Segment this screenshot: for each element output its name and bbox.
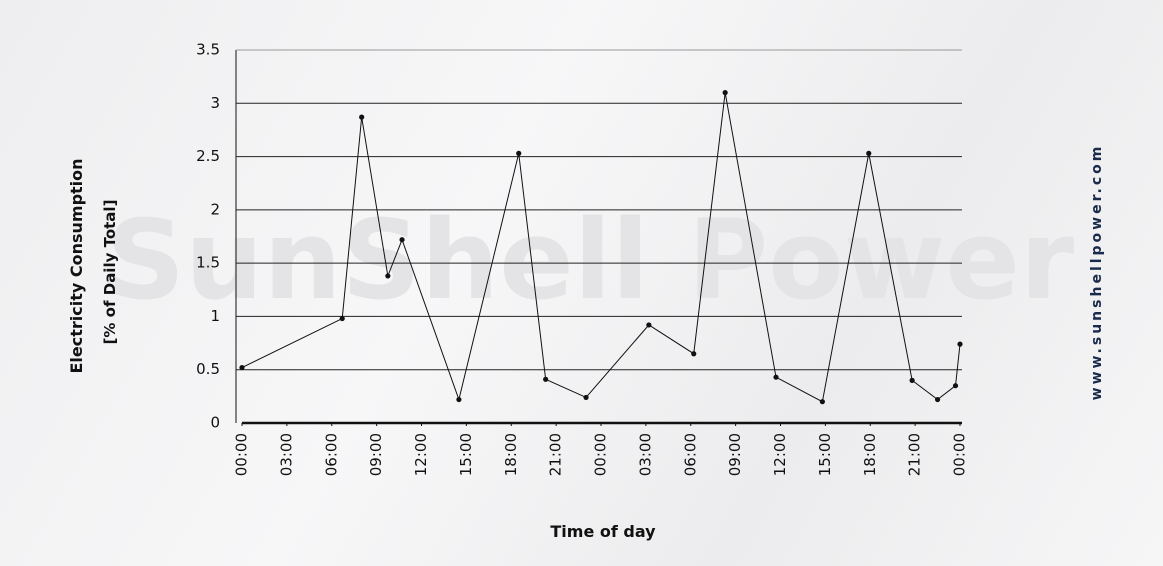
- x-tick-label: 12:00: [771, 433, 789, 476]
- point: [239, 364, 245, 371]
- y-tick-label: 1.5: [196, 254, 220, 272]
- x-tick-label: 21:00: [547, 433, 565, 476]
- point: [646, 322, 652, 328]
- point: [385, 273, 391, 279]
- y-tick-label: 3.5: [196, 41, 220, 59]
- point: [722, 90, 728, 96]
- x-tick-label: 12:00: [412, 433, 430, 476]
- x-tick-label: 09:00: [367, 433, 385, 476]
- x-tick-label: 00:00: [233, 433, 251, 476]
- point: [399, 237, 405, 243]
- point: [819, 399, 825, 405]
- point: [934, 396, 941, 403]
- x-tick-label: 06:00: [681, 433, 699, 476]
- x-tick-label: 03:00: [277, 433, 295, 476]
- watermark: SunShell Power: [106, 196, 1074, 324]
- point: [456, 396, 462, 403]
- y-tick-label: 0: [210, 414, 220, 432]
- point: [359, 114, 365, 120]
- y-axis-label: Electricity Consumption: [67, 158, 86, 373]
- point: [339, 315, 345, 322]
- point: [866, 150, 872, 156]
- x-tick-label: 15:00: [816, 433, 834, 476]
- x-tick-label: 00:00: [592, 433, 610, 476]
- x-tick-label: 03:00: [636, 433, 654, 476]
- y-tick-label: 2: [210, 200, 220, 218]
- point: [957, 341, 963, 347]
- x-axis-label: Time of day: [550, 522, 656, 541]
- point: [516, 150, 522, 156]
- y-tick-label: 1: [210, 307, 220, 325]
- y-axis-label: [% of Daily Total]: [101, 200, 119, 345]
- point: [773, 374, 779, 380]
- side-text: www.sunshellpower.com: [1089, 144, 1105, 401]
- y-tick-label: 3: [210, 94, 220, 112]
- point: [543, 376, 549, 382]
- x-tick-label: 18:00: [502, 433, 520, 476]
- x-tick-label: 09:00: [726, 433, 744, 476]
- point: [583, 394, 589, 401]
- point: [952, 383, 959, 389]
- x-tick-label: 06:00: [322, 433, 340, 476]
- y-tick-label: 0.5: [196, 360, 220, 378]
- x-tick-label: 18:00: [861, 433, 879, 476]
- point: [691, 351, 697, 357]
- x-tick-label: 00:00: [951, 433, 969, 476]
- x-tick-label: 21:00: [906, 433, 924, 476]
- x-tick-label: 15:00: [457, 433, 475, 476]
- point: [909, 377, 915, 383]
- y-tick-label: 2.5: [196, 147, 220, 165]
